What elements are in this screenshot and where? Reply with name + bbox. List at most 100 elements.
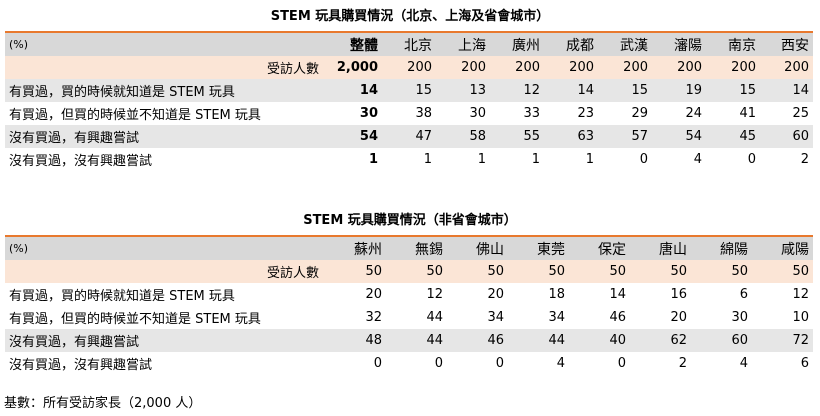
table-cell: 4 [691, 352, 752, 375]
table-cell: 12 [752, 283, 813, 306]
table-cell: 23 [544, 102, 598, 125]
col-header: 唐山 [630, 237, 691, 260]
table-cell: 63 [544, 125, 598, 148]
table-cell: 20 [630, 306, 691, 329]
table-cell: 14 [569, 283, 630, 306]
table-cell: 200 [652, 56, 706, 79]
table1-title: STEM 玩具購買情況（北京、上海及省會城市） [270, 9, 550, 24]
table-cell: 19 [652, 79, 706, 102]
table-cell: 1 [544, 148, 598, 171]
table-cell: 15 [706, 79, 760, 102]
table-row: 有買過，買的時候就知道是 STEM 玩具 14 15 13 12 14 15 1… [5, 79, 813, 102]
table-cell: 20 [447, 283, 508, 306]
table-cell: 1 [325, 148, 382, 171]
table2-title: STEM 玩具購買情況（非省會城市） [303, 213, 517, 228]
col-header: 上海 [436, 33, 490, 56]
table-cell: 2 [630, 352, 691, 375]
table-cell: 46 [447, 329, 508, 352]
table-cell: 34 [508, 306, 569, 329]
table-cell: 13 [436, 79, 490, 102]
col-header: 保定 [569, 237, 630, 260]
table-cell: 6 [691, 283, 752, 306]
col-header: 廣州 [490, 33, 544, 56]
table-cell: 0 [598, 148, 652, 171]
table-cell: 200 [544, 56, 598, 79]
table-cell: 55 [490, 125, 544, 148]
table-cell: 54 [325, 125, 382, 148]
table-cell: 1 [436, 148, 490, 171]
table-cell: 200 [760, 56, 813, 79]
col-header: 蘇州 [325, 237, 386, 260]
table-cell: 44 [386, 329, 447, 352]
table-row: 有買過，但買的時候並不知道是 STEM 玩具 30 38 30 33 23 29… [5, 102, 813, 125]
col-header: 綿陽 [691, 237, 752, 260]
base-label: 受訪人數 [5, 260, 325, 283]
table-cell: 1 [382, 148, 436, 171]
table-cell: 0 [386, 352, 447, 375]
table2-header-row: (%) 蘇州 無錫 佛山 東莞 保定 唐山 綿陽 咸陽 [5, 237, 813, 260]
table-cell: 47 [382, 125, 436, 148]
row-label: 沒有買過，有興趣嘗試 [5, 329, 325, 352]
table-row: 沒有買過，沒有興趣嘗試 1 1 1 1 1 0 4 0 2 [5, 148, 813, 171]
table-row: 沒有買過，有興趣嘗試 54 47 58 55 63 57 54 45 60 [5, 125, 813, 148]
table-cell: 50 [691, 260, 752, 283]
table-row: 沒有買過，有興趣嘗試 48 44 46 44 40 62 60 72 [5, 329, 813, 352]
table-cell: 44 [508, 329, 569, 352]
footnote: 基數：所有受訪家長（2,000 人） [4, 396, 202, 411]
col-header: 北京 [382, 33, 436, 56]
table-row: 有買過，但買的時候並不知道是 STEM 玩具 32 44 34 34 46 20… [5, 306, 813, 329]
table1-base-row: 受訪人數 2,000 200 200 200 200 200 200 200 2… [5, 56, 813, 79]
table-cell: 10 [752, 306, 813, 329]
table-cell: 72 [752, 329, 813, 352]
table-cell: 50 [447, 260, 508, 283]
table-cell: 200 [706, 56, 760, 79]
table1: (%) 整體 北京 上海 廣州 成都 武漢 瀋陽 南京 西安 受訪人數 2,00… [5, 31, 813, 171]
row-label: 有買過，但買的時候並不知道是 STEM 玩具 [5, 102, 325, 125]
table2-base-row: 受訪人數 50 50 50 50 50 50 50 50 [5, 260, 813, 283]
table-cell: 60 [760, 125, 813, 148]
row-label: 沒有買過，有興趣嘗試 [5, 125, 325, 148]
col-header: 佛山 [447, 237, 508, 260]
table-cell: 18 [508, 283, 569, 306]
table-cell: 200 [436, 56, 490, 79]
table-cell: 14 [325, 79, 382, 102]
table-cell: 0 [569, 352, 630, 375]
base-label: 受訪人數 [5, 56, 325, 79]
table-cell: 15 [382, 79, 436, 102]
col-header: 南京 [706, 33, 760, 56]
table-cell: 50 [508, 260, 569, 283]
table-cell: 200 [490, 56, 544, 79]
table-cell: 57 [598, 125, 652, 148]
table-cell: 58 [436, 125, 490, 148]
table-cell: 4 [652, 148, 706, 171]
table-cell: 30 [691, 306, 752, 329]
accent-bar [5, 235, 813, 237]
table-cell: 46 [569, 306, 630, 329]
table-cell: 50 [386, 260, 447, 283]
row-label: 沒有買過，沒有興趣嘗試 [5, 352, 325, 375]
table-cell: 200 [382, 56, 436, 79]
table-cell: 50 [325, 260, 386, 283]
accent-bar [5, 31, 813, 33]
col-header: 武漢 [598, 33, 652, 56]
table-cell: 41 [706, 102, 760, 125]
table-cell: 44 [386, 306, 447, 329]
table-cell: 4 [508, 352, 569, 375]
unit-label: (%) [5, 237, 325, 260]
table-cell: 0 [706, 148, 760, 171]
table-cell: 29 [598, 102, 652, 125]
table-cell: 16 [630, 283, 691, 306]
table-cell: 6 [752, 352, 813, 375]
table-cell: 30 [325, 102, 382, 125]
col-header: 西安 [760, 33, 813, 56]
table-cell: 2 [760, 148, 813, 171]
col-header: 成都 [544, 33, 598, 56]
table-cell: 48 [325, 329, 386, 352]
table-cell: 62 [630, 329, 691, 352]
table-cell: 50 [752, 260, 813, 283]
row-label: 有買過，買的時候就知道是 STEM 玩具 [5, 79, 325, 102]
table-cell: 45 [706, 125, 760, 148]
row-label: 有買過，但買的時候並不知道是 STEM 玩具 [5, 306, 325, 329]
table-cell: 34 [447, 306, 508, 329]
unit-label: (%) [5, 33, 325, 56]
